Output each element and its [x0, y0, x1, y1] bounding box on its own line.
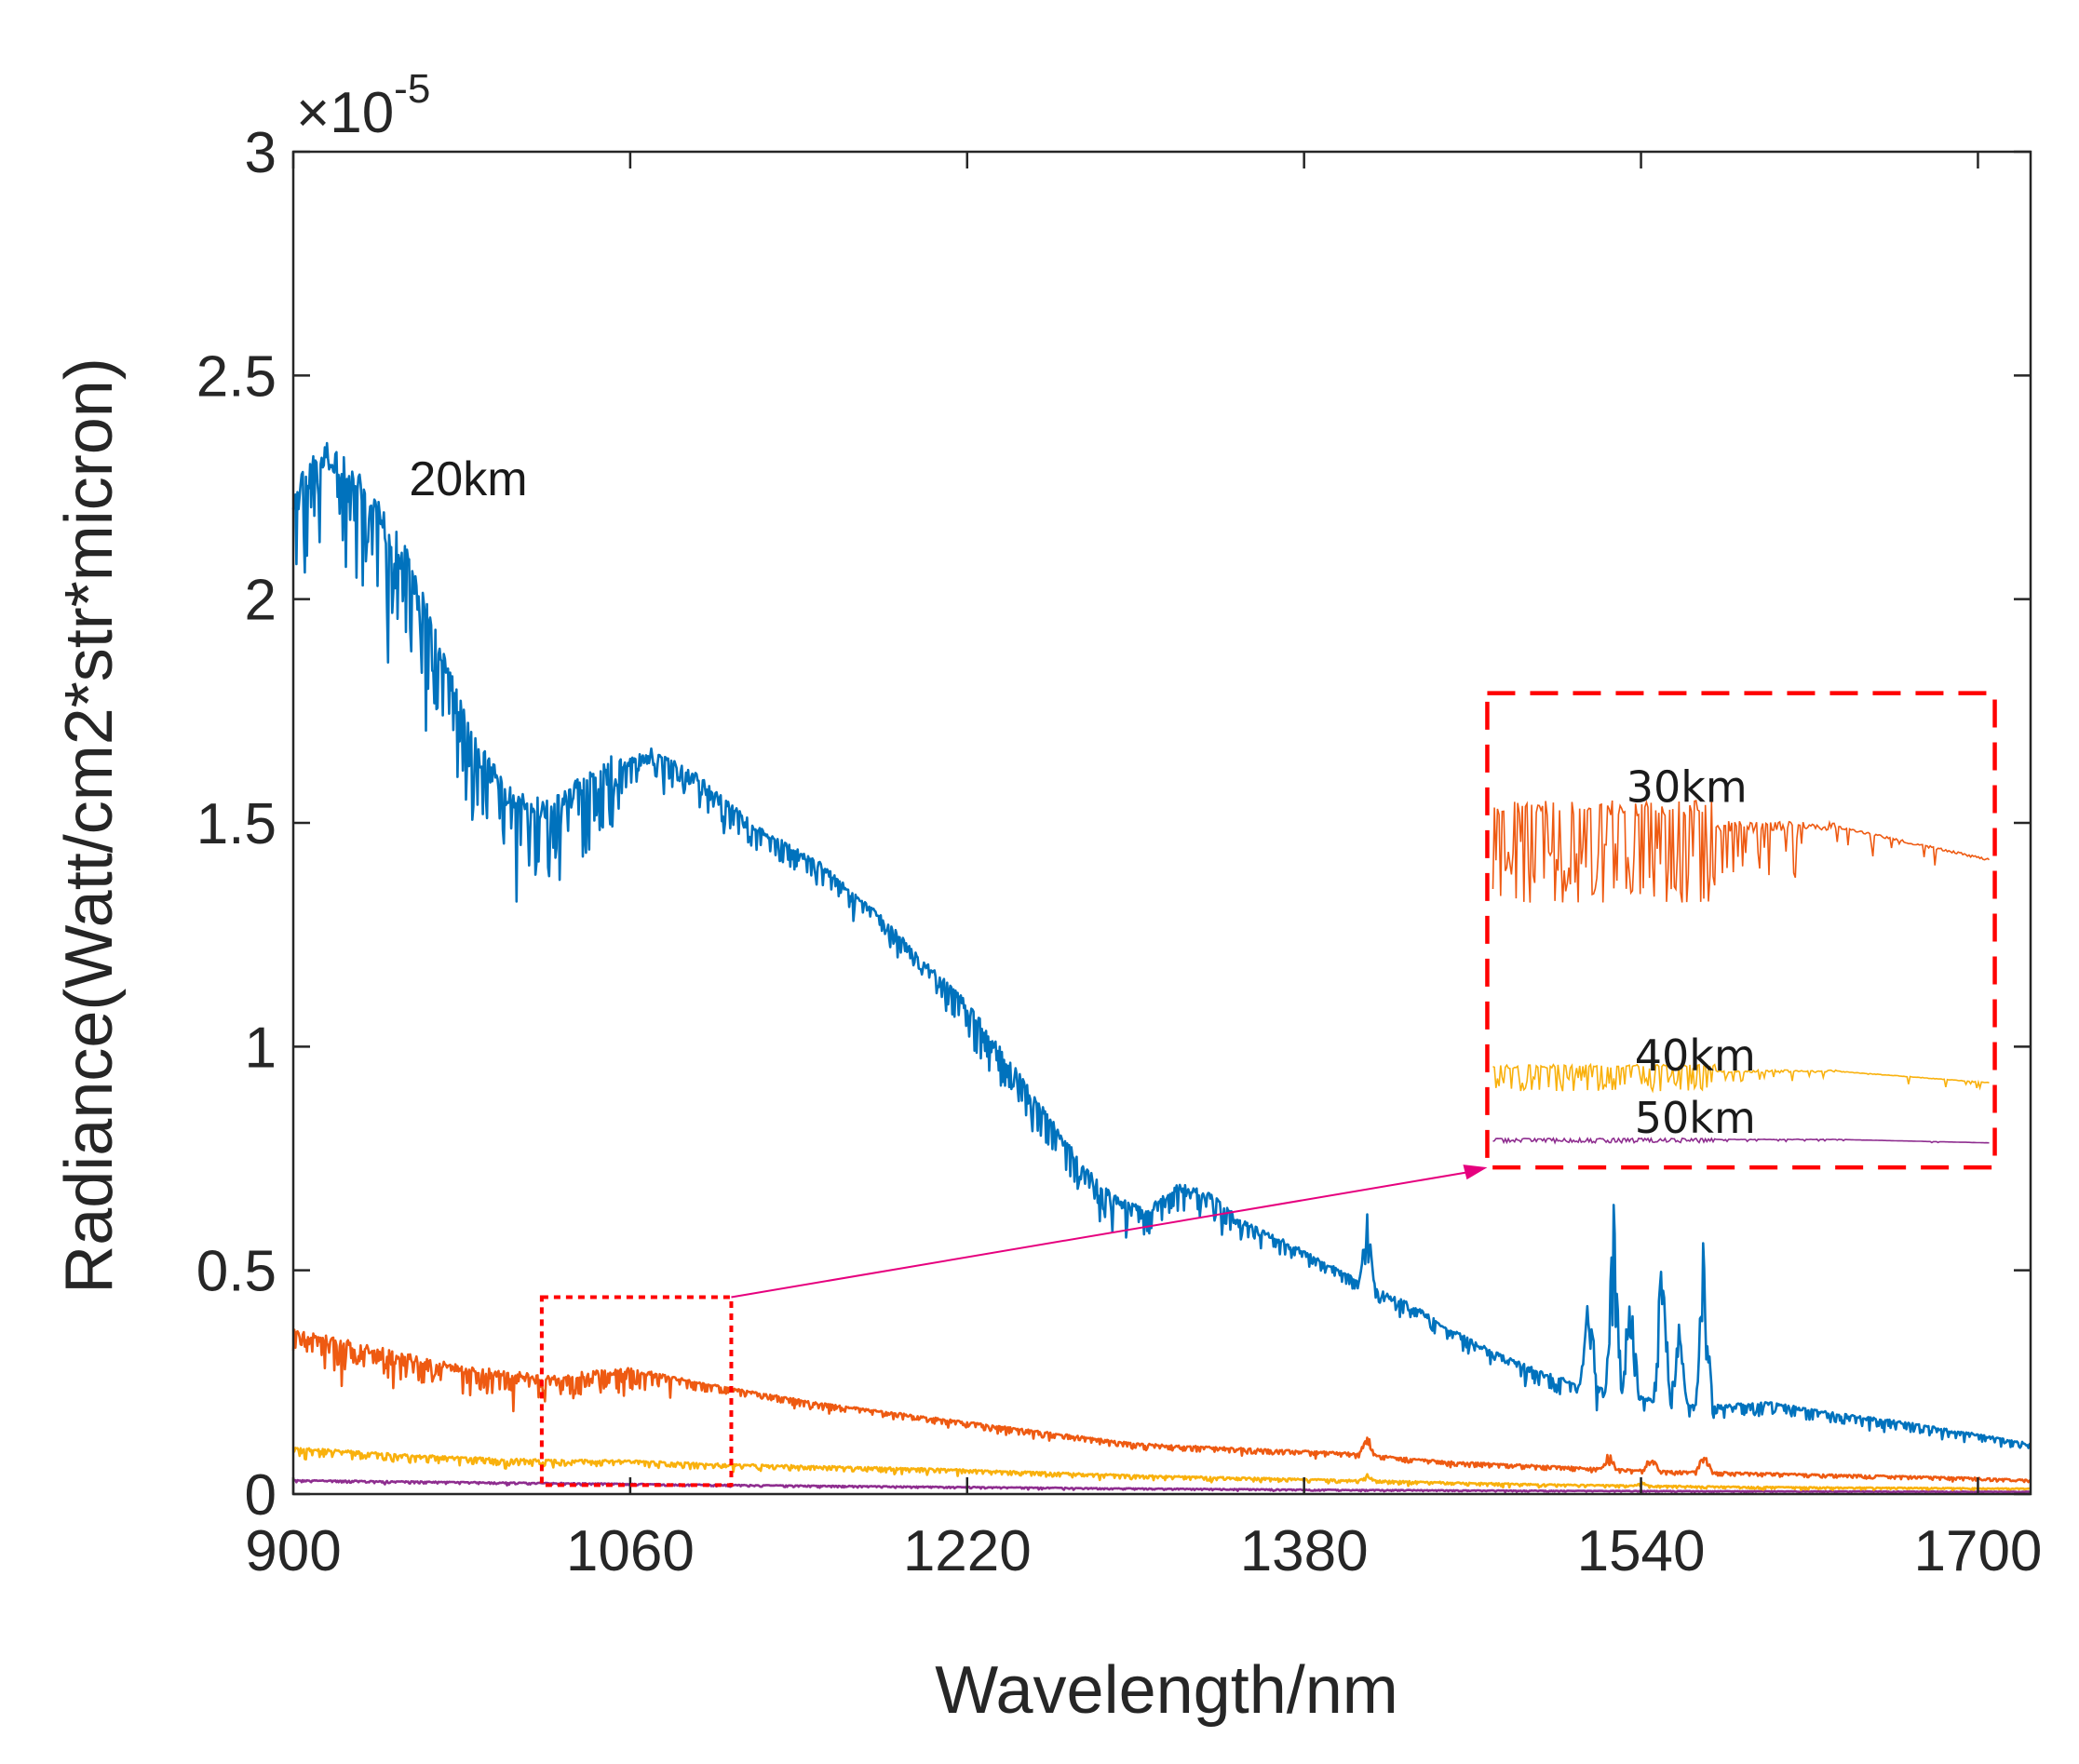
x-tick-label: 1380 [1240, 1519, 1369, 1583]
annotation-layer: 20km 30km 40km 50km [409, 452, 1997, 1488]
inset-label-40km: 40km [1635, 1030, 1756, 1081]
y-exponent: ×10-5 [296, 66, 430, 145]
y-tick-label: 2.5 [196, 344, 277, 409]
inset-series-line-50km [1492, 1136, 1990, 1145]
x-tick-label: 1700 [1913, 1519, 2042, 1583]
series-layer [291, 441, 2032, 1494]
inset-box [1485, 691, 1997, 1170]
series-line-20km [291, 441, 2032, 1449]
inset-label-30km: 30km [1627, 762, 1748, 813]
zoom-arrow-line [731, 1171, 1469, 1299]
zoom-region-box [539, 1295, 734, 1488]
x-tick-label: 900 [245, 1519, 341, 1583]
series-line-40km [291, 1447, 2032, 1491]
x-tick-label: 1060 [566, 1519, 695, 1583]
y-exponent-base: ×10 [296, 81, 394, 145]
y-tick-label: 1 [245, 1016, 277, 1080]
inset-series-line-40km [1492, 1062, 1990, 1094]
y-tick-label: 1.5 [196, 792, 277, 856]
x-tick-label: 1220 [903, 1519, 1032, 1583]
axes-layer: 900 1060 1220 1380 1540 1700 0 0.5 1 1.5 2 2.5 3 [196, 121, 2043, 1583]
y-exponent-power: -5 [394, 66, 430, 112]
x-axis-title: Wavelength/nm [935, 1653, 1398, 1728]
y-tick-label: 0 [245, 1463, 277, 1528]
inset-series-line-30km [1492, 799, 1991, 903]
y-axis-title: Radiance(Watt/cm2*str*micron) [52, 357, 127, 1294]
series-line-30km [291, 1328, 2032, 1484]
y-tick-label: 2 [245, 569, 277, 633]
series-label-20km: 20km [409, 452, 527, 506]
inset-label-50km: 50km [1635, 1093, 1756, 1143]
y-tick-label: 0.5 [196, 1240, 277, 1304]
zoom-arrow-head [1463, 1165, 1488, 1180]
x-tick-label: 1540 [1577, 1519, 1706, 1583]
y-tick-label: 3 [245, 121, 277, 185]
